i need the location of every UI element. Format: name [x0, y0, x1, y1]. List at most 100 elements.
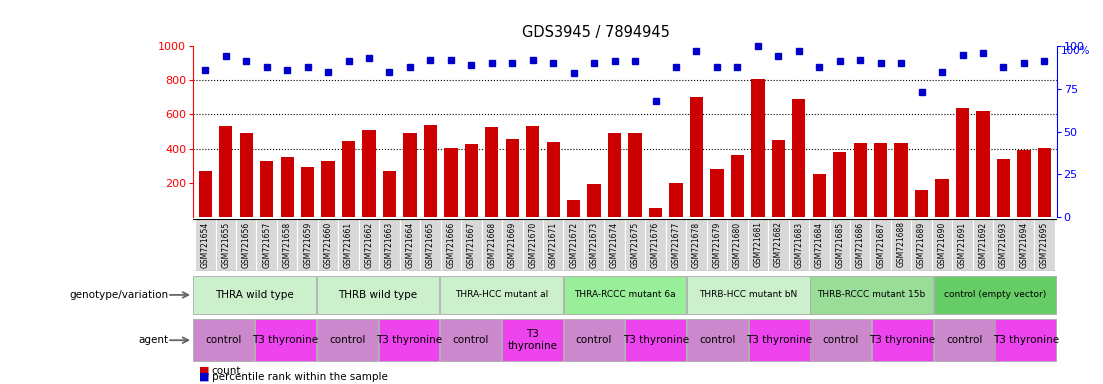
Text: GSM721685: GSM721685 — [835, 222, 844, 268]
Text: control: control — [946, 335, 983, 345]
Bar — [935, 179, 949, 217]
Text: GSM721694: GSM721694 — [1019, 222, 1028, 268]
Bar — [236, 219, 257, 271]
Text: T3 thyronine: T3 thyronine — [746, 335, 812, 345]
Bar — [629, 133, 642, 217]
Bar — [239, 133, 253, 217]
Text: GSM721691: GSM721691 — [959, 222, 967, 268]
Bar — [564, 319, 624, 361]
Bar — [379, 219, 399, 271]
Bar — [564, 219, 583, 271]
Text: GSM721677: GSM721677 — [672, 222, 681, 268]
Text: THRA-HCC mutant al: THRA-HCC mutant al — [454, 290, 548, 300]
Bar — [399, 219, 420, 271]
Bar — [727, 219, 748, 271]
Bar — [789, 219, 808, 271]
Bar — [219, 126, 233, 217]
Bar — [1035, 219, 1054, 271]
Bar — [567, 200, 580, 217]
Text: GSM721686: GSM721686 — [856, 222, 865, 268]
Bar — [505, 139, 518, 217]
Bar — [689, 98, 703, 217]
Bar — [277, 219, 298, 271]
Bar — [624, 219, 645, 271]
Bar — [952, 219, 973, 271]
Bar — [666, 219, 686, 271]
Text: GSM721679: GSM721679 — [713, 222, 721, 268]
Bar — [318, 219, 339, 271]
Bar — [808, 219, 829, 271]
Bar — [625, 319, 686, 361]
Bar — [301, 167, 314, 217]
Bar — [686, 219, 707, 271]
Bar — [280, 157, 293, 217]
Bar — [649, 209, 662, 217]
Text: GSM721663: GSM721663 — [385, 222, 394, 268]
Text: agent: agent — [139, 335, 169, 345]
Text: GSM721673: GSM721673 — [590, 222, 599, 268]
Bar — [956, 108, 970, 217]
Bar — [874, 144, 887, 217]
Bar — [502, 219, 523, 271]
Text: ■: ■ — [199, 366, 210, 376]
Bar — [604, 219, 624, 271]
Bar — [915, 190, 929, 217]
Bar — [792, 99, 805, 217]
Text: GSM721681: GSM721681 — [753, 222, 762, 268]
Text: GSM721657: GSM721657 — [263, 222, 271, 268]
Text: GSM721664: GSM721664 — [406, 222, 415, 268]
Bar — [833, 152, 846, 217]
Text: GSM721692: GSM721692 — [978, 222, 987, 268]
Bar — [193, 276, 315, 314]
Text: GSM721661: GSM721661 — [344, 222, 353, 268]
Bar — [583, 219, 604, 271]
Text: GSM721682: GSM721682 — [774, 222, 783, 268]
Text: GSM721659: GSM721659 — [303, 222, 312, 268]
Bar — [934, 319, 995, 361]
Bar — [932, 219, 952, 271]
Bar — [768, 219, 789, 271]
Bar — [670, 183, 683, 217]
Text: THRB-RCCC mutant 15b: THRB-RCCC mutant 15b — [817, 290, 925, 300]
Text: THRB wild type: THRB wild type — [339, 290, 418, 300]
Text: T3
thyronine: T3 thyronine — [507, 329, 557, 351]
Text: control: control — [205, 335, 242, 345]
Text: T3 thyronine: T3 thyronine — [622, 335, 688, 345]
Bar — [976, 111, 989, 217]
Text: GSM721684: GSM721684 — [815, 222, 824, 268]
Text: control: control — [823, 335, 859, 345]
Bar — [502, 319, 563, 361]
Bar — [420, 219, 441, 271]
Text: GSM721672: GSM721672 — [569, 222, 578, 268]
Text: GSM721655: GSM721655 — [222, 222, 231, 268]
Bar — [358, 219, 379, 271]
Bar — [829, 219, 850, 271]
Text: control (empty vector): control (empty vector) — [944, 290, 1046, 300]
Bar — [298, 219, 318, 271]
Text: GSM721689: GSM721689 — [917, 222, 927, 268]
Bar — [811, 319, 871, 361]
Bar — [772, 140, 785, 217]
Bar — [751, 79, 764, 217]
Bar — [543, 219, 564, 271]
Bar — [257, 219, 277, 271]
Bar — [445, 148, 458, 217]
Text: GSM721660: GSM721660 — [323, 222, 333, 268]
Text: GSM721667: GSM721667 — [467, 222, 475, 268]
Bar — [215, 219, 236, 271]
Text: GSM721690: GSM721690 — [938, 222, 946, 268]
Bar — [811, 276, 933, 314]
Bar — [424, 125, 437, 217]
Bar — [317, 319, 377, 361]
Bar — [193, 319, 255, 361]
Bar — [523, 219, 543, 271]
Text: GSM721680: GSM721680 — [732, 222, 742, 268]
Text: GSM721695: GSM721695 — [1040, 222, 1049, 268]
Text: T3 thyronine: T3 thyronine — [993, 335, 1059, 345]
Text: GSM721693: GSM721693 — [999, 222, 1008, 268]
Bar — [383, 171, 396, 217]
Text: control: control — [329, 335, 365, 345]
Bar — [461, 219, 482, 271]
Text: GSM721658: GSM721658 — [282, 222, 291, 268]
Bar — [731, 156, 745, 217]
